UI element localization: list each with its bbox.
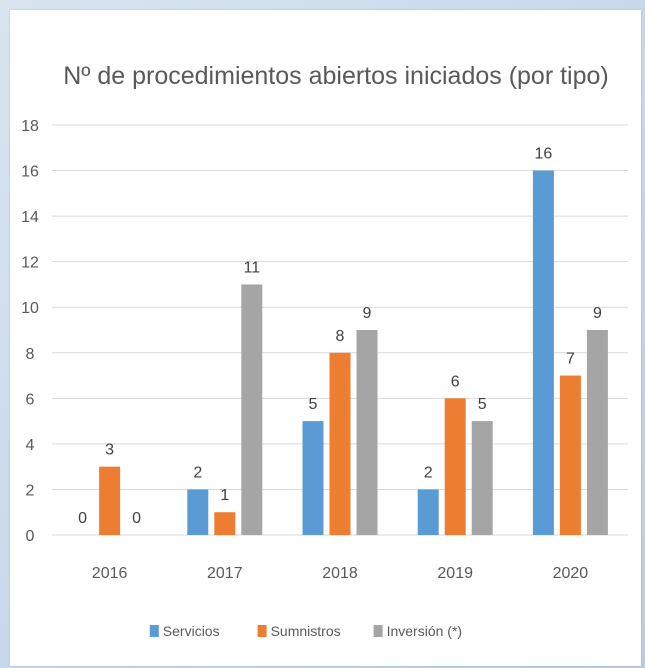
data-label: 8	[336, 328, 345, 345]
data-label: 7	[566, 351, 575, 368]
y-tick-label: 0	[26, 528, 35, 545]
y-tick-label: 16	[21, 164, 39, 181]
x-tick-label: 2019	[437, 565, 473, 582]
bar-chart: Nº de procedimientos abiertos iniciados …	[21, 62, 628, 639]
data-label: 1	[220, 487, 229, 504]
data-label: 5	[478, 396, 487, 413]
data-label: 3	[105, 442, 114, 459]
data-label: 0	[132, 510, 141, 527]
bar-sumnistros-2019	[444, 398, 466, 535]
y-tick-label: 12	[21, 255, 39, 272]
legend-label: Inversión (*)	[387, 623, 462, 639]
legend-item-servicios: Servicios	[149, 623, 220, 639]
y-tick-label: 8	[26, 346, 35, 363]
legend: Servicios Sumnistros Inversión (*)	[149, 623, 462, 639]
y-axis: 0 2 4 6 8 10 12 14 16 18	[21, 118, 39, 545]
y-tick-label: 10	[21, 300, 39, 317]
bars	[99, 170, 608, 536]
legend-item-inversi-n: Inversión (*)	[373, 623, 462, 639]
bar-sumnistros-2018	[329, 352, 351, 535]
bar-inversi-n-2018	[356, 330, 378, 535]
x-tick-label: 2016	[92, 565, 128, 582]
bar-sumnistros-2020	[559, 375, 581, 535]
data-label: 9	[363, 305, 372, 322]
data-label: 9	[593, 305, 602, 322]
y-tick-label: 2	[26, 482, 35, 499]
legend-label: Sumnistros	[271, 623, 341, 639]
bar-inversi-n-2020	[586, 330, 608, 535]
chart-title: Nº de procedimientos abiertos iniciados …	[63, 62, 609, 90]
data-label: 6	[451, 373, 460, 390]
data-label: 0	[78, 510, 87, 527]
legend-swatch	[373, 625, 383, 637]
data-label: 2	[424, 464, 433, 481]
bar-servicios-2020	[532, 170, 554, 536]
chart-frame: Nº de procedimientos abiertos iniciados …	[10, 10, 641, 666]
y-tick-label: 18	[21, 118, 39, 135]
bar-sumnistros-2017	[214, 512, 236, 535]
bar-inversi-n-2019	[471, 421, 493, 535]
bar-servicios-2019	[417, 489, 439, 535]
bar-inversi-n-2017	[241, 284, 263, 535]
y-tick-label: 4	[26, 437, 35, 454]
bar-sumnistros-2016	[99, 466, 121, 535]
bar-servicios-2017	[187, 489, 209, 535]
y-tick-label: 14	[21, 209, 39, 226]
legend-item-sumnistros: Sumnistros	[257, 623, 341, 639]
legend-swatch	[257, 625, 267, 637]
x-tick-label: 2018	[322, 565, 358, 582]
x-tick-label: 2017	[207, 565, 243, 582]
data-label: 5	[309, 396, 318, 413]
x-axis: 2016 2017 2018 2019 2020	[92, 565, 588, 582]
legend-label: Servicios	[163, 623, 220, 639]
legend-swatch	[149, 625, 159, 637]
x-tick-label: 2020	[553, 565, 589, 582]
data-label: 16	[535, 146, 553, 163]
y-tick-label: 6	[26, 391, 35, 408]
data-label: 11	[243, 259, 260, 276]
bar-servicios-2018	[302, 421, 324, 535]
data-label: 2	[193, 464, 202, 481]
